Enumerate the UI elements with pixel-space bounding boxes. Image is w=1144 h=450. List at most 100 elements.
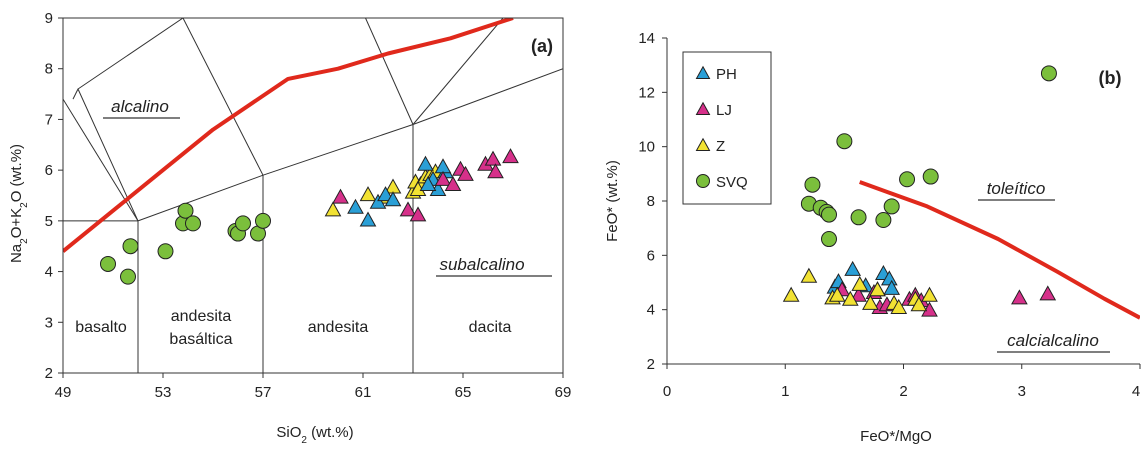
legend-marker-triangle [695, 101, 711, 115]
x-axis-title: FeO*/MgO [860, 428, 932, 445]
legend-marker-circle [696, 174, 710, 188]
data-point-triangle [883, 279, 901, 295]
y-tick-label: 12 [638, 84, 655, 101]
region-label-dacita: dacita [469, 319, 512, 336]
y-axis-title: FeO* (wt.%) [604, 160, 621, 242]
y-tick-label: 3 [45, 314, 53, 331]
legend-label: PH [716, 66, 737, 83]
data-point-circle [836, 133, 853, 150]
data-point-circle [185, 215, 201, 232]
plot-b-divider-group [859, 180, 1140, 320]
data-point-triangle [417, 155, 434, 171]
data-point-circle [922, 168, 939, 185]
data-point-triangle [1011, 289, 1028, 305]
x-tick-label: 57 [255, 384, 272, 401]
y-tick-label: 5 [45, 213, 53, 230]
data-point-circle [804, 176, 821, 193]
field-boundary-line [412, 18, 504, 125]
y-tick-label: 2 [45, 365, 53, 382]
y-tick-label: 9 [45, 10, 53, 27]
data-point-circle [821, 231, 838, 248]
data-point-triangle [484, 150, 502, 166]
x-tick-label: 4 [1132, 383, 1140, 400]
data-point-circle [899, 171, 916, 188]
region-label-alcalino: alcalino [111, 97, 169, 116]
data-point-triangle [851, 275, 869, 291]
field-boundary-line [182, 18, 264, 176]
data-point-circle [255, 212, 271, 229]
data-point-triangle [369, 193, 387, 209]
y-tick-label: 4 [45, 264, 53, 281]
x-tick-label: 65 [455, 384, 472, 401]
data-point-triangle [409, 206, 427, 222]
data-point-circle [120, 268, 136, 285]
data-point-triangle [1039, 285, 1057, 301]
data-point-triangle [910, 296, 928, 312]
y-axis-title: Na2O+K2O (wt.%) [8, 144, 30, 263]
data-point-triangle [782, 286, 800, 302]
legend-label: LJ [716, 102, 732, 119]
data-point-circle [883, 198, 900, 215]
data-point-circle [1040, 65, 1057, 82]
data-point-triangle [434, 158, 452, 174]
data-point-circle [157, 243, 174, 260]
data-point-triangle [828, 286, 846, 302]
y-tick-label: 6 [45, 162, 53, 179]
data-point-triangle [890, 298, 908, 314]
data-point-triangle [332, 188, 349, 204]
y-tick-label: 2 [647, 356, 655, 373]
x-tick-label: 61 [355, 384, 372, 401]
data-point-triangle [419, 175, 437, 191]
data-point-triangle [324, 201, 342, 217]
region-label-andesita-basaltica: basáltica [169, 331, 232, 348]
data-point-circle [235, 215, 251, 232]
panel-label-a: (a) [531, 36, 553, 56]
plot-a-fields [63, 18, 563, 373]
data-point-triangle [869, 281, 886, 297]
x-tick-label: 3 [1018, 383, 1026, 400]
data-point-triangle [399, 201, 417, 217]
data-point-triangle [862, 294, 879, 310]
y-tick-label: 8 [45, 61, 53, 78]
region-label-basalto: basalto [75, 319, 127, 336]
y-tick-label: 7 [45, 111, 53, 128]
data-point-triangle [502, 148, 519, 164]
data-point-circle [821, 206, 838, 223]
region-label-subalcalino: subalcalino [439, 255, 524, 274]
region-label-andesita-basaltica: andesita [171, 308, 232, 325]
data-point-triangle [359, 211, 377, 227]
x-tick-label: 0 [663, 383, 671, 400]
data-point-triangle [921, 286, 938, 302]
data-point-triangle [434, 170, 452, 186]
x-tick-label: 49 [55, 384, 72, 401]
field-boundary-line [72, 88, 79, 100]
alkaline-subalkaline-divider [63, 18, 514, 253]
x-tick-label: 1 [781, 383, 789, 400]
data-point-triangle [844, 260, 862, 276]
data-point-triangle [850, 286, 867, 302]
data-point-triangle [377, 186, 394, 202]
data-point-circle [875, 212, 892, 229]
data-point-triangle [487, 163, 504, 179]
region-label-toleitico: toleítico [987, 179, 1046, 198]
legend-marker-triangle [695, 65, 711, 79]
legend-marker-triangle [695, 137, 711, 151]
data-point-triangle [347, 198, 364, 214]
tholeiitic-calcalkaline-divider [859, 180, 1140, 320]
y-tick-label: 4 [647, 302, 655, 319]
data-point-circle [100, 255, 116, 272]
data-point-circle [122, 238, 139, 255]
y-tick-label: 8 [647, 193, 655, 210]
y-tick-label: 14 [638, 30, 655, 47]
data-point-triangle [457, 165, 474, 181]
region-label-andesita: andesita [308, 319, 369, 336]
data-point-triangle [384, 191, 402, 207]
y-tick-label: 10 [638, 139, 655, 156]
field-boundary-line [77, 18, 184, 222]
plot-a-frame [62, 17, 564, 374]
field-boundary-line [365, 18, 414, 125]
x-tick-label: 53 [155, 384, 172, 401]
data-point-circle [850, 209, 867, 226]
x-tick-label: 69 [555, 384, 572, 401]
